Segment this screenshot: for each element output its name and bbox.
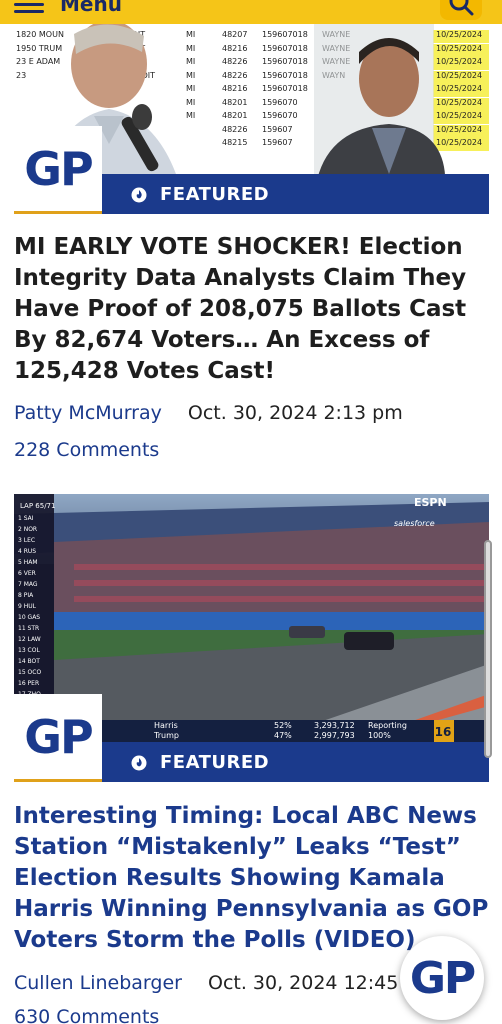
scrollbar-thumb[interactable] bbox=[484, 540, 492, 758]
candidate-2-votes: 2,997,793 bbox=[314, 731, 355, 740]
candidate-2-pct: 47% bbox=[274, 731, 292, 740]
table-cell: MI bbox=[186, 70, 196, 80]
table-cell: 10/25/2024 bbox=[433, 138, 489, 151]
table-cell: 48207 bbox=[222, 30, 248, 39]
driver-entry: 10 GAS bbox=[18, 614, 40, 621]
table-cell: 10/25/2024 bbox=[433, 111, 489, 124]
article2-headline[interactable]: Interesting Timing: Local ABC News Stati… bbox=[14, 803, 489, 953]
featured-bar-2: FEATURED bbox=[100, 742, 489, 782]
article1-date: Oct. 30, 2024 2:13 pm bbox=[187, 402, 403, 424]
menu-icon[interactable] bbox=[14, 0, 44, 13]
gp-logo: GP bbox=[14, 126, 102, 214]
table-cell: 10/25/2024 bbox=[433, 30, 489, 43]
channel-logo: 16 bbox=[435, 725, 452, 739]
table-cell: 159607 bbox=[262, 124, 293, 134]
driver-entry: 16 PER bbox=[18, 680, 39, 687]
driver-entry: 13 COL bbox=[18, 647, 40, 654]
candidate-1-pct: 52% bbox=[274, 721, 292, 730]
table-cell: 10/25/2024 bbox=[433, 70, 489, 84]
table-cell: 10/25/2024 bbox=[433, 97, 489, 111]
table-cell: 159607018 bbox=[262, 70, 308, 80]
sponsor-logo: salesforce bbox=[394, 519, 435, 528]
driver-entry: 15 OCO bbox=[18, 669, 41, 676]
table-cell: 159607018 bbox=[262, 84, 308, 93]
driver-entry: 9 HUL bbox=[18, 603, 37, 610]
table-row: 48215 159607 10/25/2024 bbox=[14, 138, 489, 151]
table-cell: MI bbox=[186, 97, 196, 107]
table-row: 48226 159607 10/25/2024 bbox=[14, 124, 489, 138]
driver-entry: 11 STR bbox=[18, 625, 39, 632]
driver-entry: 8 PIA bbox=[18, 592, 34, 599]
results-chyron: Harris 52% 3,293,712 Reporting Trump 47%… bbox=[154, 721, 407, 741]
table-cell: 1950 TRUM bbox=[16, 43, 63, 53]
article1-byline: Patty McMurray Oct. 30, 2024 2:13 pm bbox=[14, 402, 403, 424]
article1-headline[interactable]: MI EARLY VOTE SHOCKER! Election Integrit… bbox=[14, 234, 467, 384]
table-cell: 48216 bbox=[222, 84, 248, 93]
table-cell: 159607 bbox=[262, 138, 293, 147]
menu-label[interactable]: Menu bbox=[60, 0, 122, 16]
driver-entry: 12 LAW bbox=[18, 636, 41, 643]
driver-entry: 14 BOT bbox=[18, 658, 40, 665]
gp-floating-button[interactable]: GP bbox=[400, 936, 484, 1020]
table-cell: 48226 bbox=[222, 124, 248, 134]
table-cell: 10/25/2024 bbox=[433, 124, 489, 138]
driver-entry: 6 VER bbox=[18, 570, 36, 577]
table-cell: 10/25/2024 bbox=[433, 43, 489, 57]
table-cell: 48226 bbox=[222, 57, 248, 66]
table-cell: 23 bbox=[16, 70, 27, 80]
top-bar: Menu bbox=[0, 0, 502, 24]
article2-byline: Cullen Linebarger Oct. 30, 2024 12:45 bbox=[14, 972, 398, 994]
candidate-1-name: Harris bbox=[154, 721, 178, 730]
table-cell: MI bbox=[186, 111, 196, 120]
search-icon bbox=[449, 0, 474, 16]
table-cell: 23 E ADAM bbox=[16, 57, 61, 66]
featured-label: FEATURED bbox=[160, 751, 270, 773]
reporting-pct: 100% bbox=[368, 731, 391, 740]
table-cell: 159607018 bbox=[262, 30, 308, 39]
article2-author[interactable]: Cullen Linebarger bbox=[14, 972, 182, 994]
table-cell: 48201 bbox=[222, 111, 248, 120]
table-cell: 10/25/2024 bbox=[433, 57, 489, 70]
featured-label: FEATURED bbox=[160, 183, 270, 205]
lap-counter: LAP 65/71 bbox=[20, 502, 55, 510]
driver-entry: 5 HAM bbox=[18, 559, 38, 566]
espn-logo: ESPN bbox=[414, 496, 447, 509]
flame-icon bbox=[131, 187, 147, 203]
article1-author[interactable]: Patty McMurray bbox=[14, 402, 162, 424]
table-cell: MI bbox=[186, 57, 196, 66]
table-cell: 48226 bbox=[222, 70, 248, 80]
article2-comments-link[interactable]: 630 Comments bbox=[14, 1006, 160, 1024]
table-cell: 48201 bbox=[222, 97, 248, 107]
table-cell: MI bbox=[186, 43, 196, 53]
table-row: MI 48201 1596070 10/25/2024 bbox=[14, 111, 489, 124]
driver-entry: 4 RUS bbox=[18, 548, 36, 555]
table-cell: 1820 MOUN bbox=[16, 30, 64, 39]
table-cell: 1596070 bbox=[262, 97, 298, 107]
search-button[interactable] bbox=[440, 0, 482, 20]
article2-date: Oct. 30, 2024 12:45 bbox=[207, 972, 399, 994]
flame-icon bbox=[131, 755, 147, 771]
table-cell: 159607018 bbox=[262, 43, 308, 53]
driver-entry: 3 LEC bbox=[18, 537, 35, 544]
featured-bar: FEATURED bbox=[100, 174, 489, 214]
table-row: MI 48201 1596070 10/25/2024 bbox=[14, 97, 489, 111]
race-broadcast-image: LAP 65/71 1 SAI 2 NOR 3 LEC 4 RUS 5 HAM 6 VER… bbox=[14, 494, 489, 742]
reporting-label: Reporting bbox=[368, 721, 407, 730]
table-cell: 1596070 bbox=[262, 111, 298, 120]
table-cell: 10/25/2024 bbox=[433, 84, 489, 97]
gp-logo: GP bbox=[14, 694, 102, 782]
table-cell: MI bbox=[186, 84, 196, 93]
article1-comments-link[interactable]: 228 Comments bbox=[14, 439, 160, 461]
table-cell: MI bbox=[186, 30, 196, 39]
table-cell: 159607018 bbox=[262, 57, 308, 66]
table-cell: 48215 bbox=[222, 138, 248, 147]
candidate-1-votes: 3,293,712 bbox=[314, 721, 355, 730]
driver-entry: 7 MAG bbox=[18, 581, 38, 588]
table-cell: 48216 bbox=[222, 43, 248, 53]
candidate-2-name: Trump bbox=[154, 731, 179, 740]
driver-entry: 2 NOR bbox=[18, 526, 37, 533]
driver-entry: 1 SAI bbox=[18, 515, 34, 522]
